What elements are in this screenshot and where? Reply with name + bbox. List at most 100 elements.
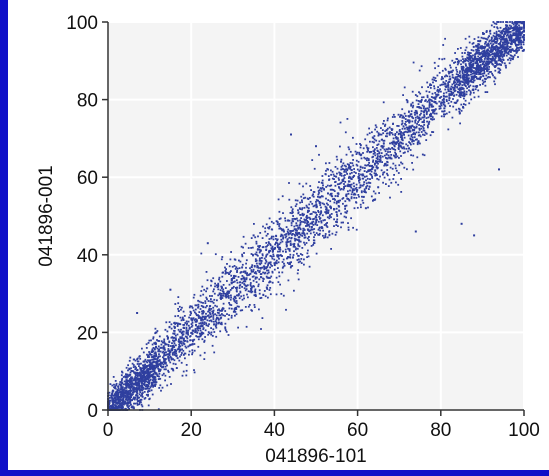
data-point bbox=[523, 25, 525, 28]
data-point bbox=[432, 81, 434, 84]
data-point bbox=[122, 403, 125, 406]
data-point bbox=[135, 390, 137, 393]
data-point bbox=[204, 336, 206, 338]
data-point bbox=[326, 168, 329, 170]
data-point bbox=[394, 151, 396, 154]
data-point bbox=[477, 59, 480, 61]
data-point bbox=[511, 29, 514, 32]
data-point bbox=[276, 238, 279, 241]
data-point bbox=[462, 68, 464, 71]
data-point bbox=[489, 32, 492, 35]
data-point bbox=[462, 91, 465, 94]
data-point bbox=[122, 395, 125, 398]
data-point bbox=[469, 92, 472, 94]
data-point bbox=[476, 78, 479, 80]
data-point bbox=[461, 88, 464, 90]
data-point bbox=[337, 201, 340, 204]
data-point bbox=[201, 322, 204, 325]
data-point bbox=[236, 267, 239, 270]
data-point bbox=[252, 254, 254, 257]
data-point bbox=[168, 359, 170, 362]
data-point bbox=[140, 389, 142, 391]
data-point bbox=[422, 133, 424, 136]
data-point bbox=[411, 140, 414, 142]
data-point bbox=[202, 302, 204, 304]
data-point bbox=[331, 170, 334, 173]
data-point bbox=[333, 178, 335, 180]
data-point bbox=[271, 265, 273, 267]
data-point bbox=[366, 159, 368, 162]
data-point bbox=[339, 188, 342, 191]
data-point bbox=[375, 126, 378, 129]
data-point bbox=[321, 214, 324, 217]
data-point bbox=[403, 147, 406, 150]
data-point bbox=[227, 295, 230, 297]
data-point bbox=[366, 184, 369, 187]
data-point bbox=[133, 398, 136, 401]
data-point bbox=[150, 383, 153, 386]
data-point bbox=[230, 316, 233, 319]
data-point bbox=[181, 374, 184, 377]
data-point bbox=[248, 274, 250, 276]
data-point bbox=[146, 387, 149, 390]
data-point bbox=[312, 193, 314, 196]
data-point bbox=[488, 66, 490, 68]
data-point bbox=[409, 120, 411, 123]
data-point bbox=[499, 63, 502, 66]
data-point bbox=[450, 90, 453, 93]
data-point bbox=[346, 198, 349, 200]
data-point bbox=[429, 114, 432, 117]
data-point bbox=[444, 68, 447, 71]
data-point bbox=[121, 400, 124, 402]
data-point bbox=[325, 162, 327, 165]
data-point bbox=[131, 379, 133, 382]
data-point bbox=[113, 383, 115, 386]
data-point bbox=[156, 361, 158, 364]
data-point bbox=[211, 312, 214, 315]
data-point bbox=[184, 345, 187, 348]
data-point bbox=[480, 47, 482, 50]
data-point bbox=[483, 50, 486, 53]
data-point bbox=[363, 181, 366, 183]
data-point bbox=[117, 404, 120, 407]
data-point bbox=[143, 378, 146, 381]
data-point bbox=[452, 86, 454, 89]
data-point bbox=[254, 276, 257, 279]
data-point bbox=[279, 254, 281, 257]
data-point bbox=[461, 68, 463, 71]
data-point bbox=[362, 173, 364, 176]
data-point bbox=[378, 133, 380, 136]
data-point bbox=[235, 302, 238, 305]
data-point bbox=[205, 312, 207, 315]
data-point bbox=[285, 244, 288, 247]
data-point bbox=[255, 259, 258, 262]
data-point bbox=[187, 333, 189, 336]
data-point bbox=[122, 390, 125, 393]
data-point bbox=[145, 380, 147, 383]
data-point bbox=[288, 182, 290, 184]
data-point bbox=[154, 381, 156, 383]
data-point bbox=[497, 47, 500, 50]
data-point bbox=[373, 135, 376, 137]
data-point bbox=[177, 308, 179, 310]
data-point bbox=[240, 245, 243, 248]
data-point bbox=[134, 368, 137, 371]
data-point bbox=[217, 309, 219, 312]
data-point bbox=[327, 192, 329, 195]
data-point bbox=[113, 396, 116, 399]
data-point bbox=[333, 225, 335, 227]
data-point bbox=[335, 224, 338, 226]
data-point bbox=[268, 217, 271, 220]
data-point bbox=[369, 169, 372, 172]
data-point bbox=[251, 275, 254, 278]
data-point bbox=[113, 393, 116, 395]
data-point bbox=[358, 170, 361, 172]
data-point bbox=[183, 327, 185, 329]
data-point bbox=[191, 353, 193, 356]
data-point bbox=[135, 391, 138, 394]
data-point bbox=[247, 290, 250, 293]
data-point bbox=[209, 316, 212, 318]
data-point bbox=[400, 133, 402, 136]
data-point bbox=[386, 157, 389, 160]
data-point bbox=[279, 283, 281, 286]
